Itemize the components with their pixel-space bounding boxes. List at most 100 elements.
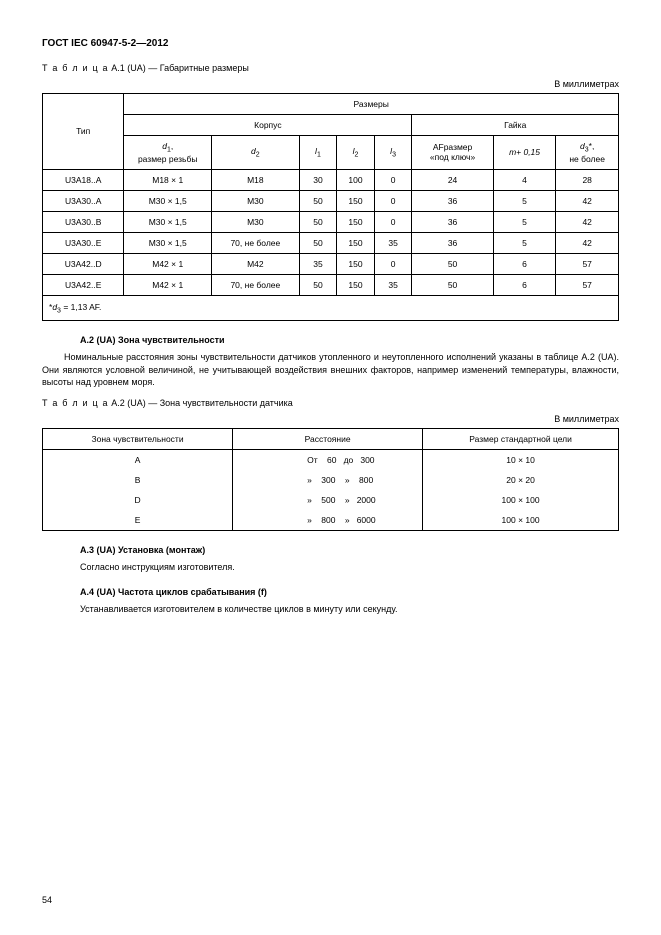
table-cell: 0 bbox=[374, 253, 412, 274]
table-cell: 35 bbox=[374, 232, 412, 253]
table-a1-caption: Т а б л и ц а А.1 (UA) — Габаритные разм… bbox=[42, 63, 619, 73]
table-cell: 5 bbox=[493, 190, 556, 211]
table-cell: 50 bbox=[412, 274, 493, 295]
table-row: U3A42..EM42 × 170, не более501503550657 bbox=[43, 274, 619, 295]
d2-sub: 2 bbox=[256, 152, 260, 159]
table-cell: M42 × 1 bbox=[124, 274, 212, 295]
caption-rest: А.2 (UA) — Зона чувствительности датчика bbox=[109, 398, 293, 408]
table-a1: Тип Размеры Корпус Гайка d1, размер резь… bbox=[42, 93, 619, 321]
table-cell: 10 × 10 bbox=[423, 449, 619, 470]
table-cell: M42 × 1 bbox=[124, 253, 212, 274]
table-cell: 150 bbox=[337, 232, 375, 253]
table-cell: U3A30..A bbox=[43, 190, 124, 211]
af-l1: AFразмер bbox=[433, 142, 472, 152]
table-a2-caption: Т а б л и ц а А.2 (UA) — Зона чувствител… bbox=[42, 398, 619, 408]
section-a3-title: А.3 (UA) Установка (монтаж) bbox=[80, 545, 619, 555]
caption-prefix: Т а б л и ц а bbox=[42, 398, 109, 408]
caption-rest: А.1 (UA) — Габаритные размеры bbox=[109, 63, 249, 73]
table-cell: 5 bbox=[493, 232, 556, 253]
table-cell: 57 bbox=[556, 253, 619, 274]
table-cell: E bbox=[43, 510, 233, 531]
table-cell: 0 bbox=[374, 169, 412, 190]
section-a3-para: Согласно инструкциям изготовителя. bbox=[80, 561, 619, 573]
table-row: E» 800 » 6000100 × 100 bbox=[43, 510, 619, 531]
d1-comma: , bbox=[171, 141, 173, 151]
table-cell: 50 bbox=[299, 274, 337, 295]
th-m: m+ 0,15 bbox=[493, 136, 556, 170]
table-cell: 50 bbox=[299, 190, 337, 211]
l1-sub: 1 bbox=[317, 152, 321, 159]
table-cell: B bbox=[43, 470, 233, 490]
table-cell: M30 × 1,5 bbox=[124, 211, 212, 232]
table-cell: 100 × 100 bbox=[423, 510, 619, 531]
table-cell: M18 bbox=[212, 169, 300, 190]
table-row: B» 300 » 80020 × 20 bbox=[43, 470, 619, 490]
table-cell: M30 bbox=[212, 190, 300, 211]
table-cell: 20 × 20 bbox=[423, 470, 619, 490]
table-cell: 150 bbox=[337, 190, 375, 211]
table-row: U3A30..BM30 × 1,5M3050150036542 bbox=[43, 211, 619, 232]
table-cell: » 500 » 2000 bbox=[233, 490, 423, 510]
table-cell: U3A42..D bbox=[43, 253, 124, 274]
table-cell: 70, не более bbox=[212, 232, 300, 253]
table-cell: 70, не более bbox=[212, 274, 300, 295]
section-a4-para: Устанавливается изготовителем в количест… bbox=[80, 603, 619, 615]
table-a2-unit: В миллиметрах bbox=[42, 414, 619, 424]
table-cell: » 300 » 800 bbox=[233, 470, 423, 490]
table-cell: M42 bbox=[212, 253, 300, 274]
table-row: AОт 60 до 30010 × 10 bbox=[43, 449, 619, 470]
t2-h3: Размер стандартной цели bbox=[423, 428, 619, 449]
section-a4-title: А.4 (UA) Частота циклов срабатывания (f) bbox=[80, 587, 619, 597]
l3-sub: 3 bbox=[392, 152, 396, 159]
m-sym: m+ 0,15 bbox=[509, 147, 540, 157]
fn-rest: = 1,13 AF. bbox=[61, 302, 101, 312]
th-d1: d1, размер резьбы bbox=[124, 136, 212, 170]
table-cell: U3A30..B bbox=[43, 211, 124, 232]
table-cell: U3A30..E bbox=[43, 232, 124, 253]
th-l1: l1 bbox=[299, 136, 337, 170]
table-row: D» 500 » 2000100 × 100 bbox=[43, 490, 619, 510]
d3-label: не более bbox=[569, 154, 605, 164]
table-row: U3A30..AM30 × 1,5M3050150036542 bbox=[43, 190, 619, 211]
th-sizes: Размеры bbox=[124, 94, 619, 115]
table-cell: M18 × 1 bbox=[124, 169, 212, 190]
d1-label: размер резьбы bbox=[138, 154, 198, 164]
table-row: U3A42..DM42 × 1M4235150050657 bbox=[43, 253, 619, 274]
table-cell: 35 bbox=[299, 253, 337, 274]
table-cell: U3A18..A bbox=[43, 169, 124, 190]
t2-h2: Расстояние bbox=[233, 428, 423, 449]
table-cell: 24 bbox=[412, 169, 493, 190]
table-cell: A bbox=[43, 449, 233, 470]
th-af: AFразмер «под ключ» bbox=[412, 136, 493, 170]
d3-star: *, bbox=[589, 141, 595, 151]
table-cell: 36 bbox=[412, 190, 493, 211]
th-l2: l2 bbox=[337, 136, 375, 170]
table-cell: 42 bbox=[556, 232, 619, 253]
table-cell: 150 bbox=[337, 211, 375, 232]
table-cell: 100 bbox=[337, 169, 375, 190]
table-cell: D bbox=[43, 490, 233, 510]
table-cell: M30 bbox=[212, 211, 300, 232]
l2-sub: 2 bbox=[355, 152, 359, 159]
table-cell: 0 bbox=[374, 190, 412, 211]
caption-prefix: Т а б л и ц а bbox=[42, 63, 109, 73]
table-cell: 35 bbox=[374, 274, 412, 295]
th-nut: Гайка bbox=[412, 115, 619, 136]
table-cell: 42 bbox=[556, 211, 619, 232]
th-l3: l3 bbox=[374, 136, 412, 170]
table-cell: 42 bbox=[556, 190, 619, 211]
table-cell: 4 bbox=[493, 169, 556, 190]
table-cell: 30 bbox=[299, 169, 337, 190]
section-a2-para: Номинальные расстояния зоны чувствительн… bbox=[42, 351, 619, 387]
table-cell: » 800 » 6000 bbox=[233, 510, 423, 531]
table-a1-unit: В миллиметрах bbox=[42, 79, 619, 89]
table-cell: 150 bbox=[337, 253, 375, 274]
table-cell: 57 bbox=[556, 274, 619, 295]
table-cell: 50 bbox=[299, 211, 337, 232]
af-l2: «под ключ» bbox=[430, 152, 475, 162]
table-cell: M30 × 1,5 bbox=[124, 232, 212, 253]
th-tip: Тип bbox=[43, 94, 124, 170]
table-cell: 6 bbox=[493, 274, 556, 295]
th-d3: d3*, не более bbox=[556, 136, 619, 170]
table-cell: 50 bbox=[299, 232, 337, 253]
